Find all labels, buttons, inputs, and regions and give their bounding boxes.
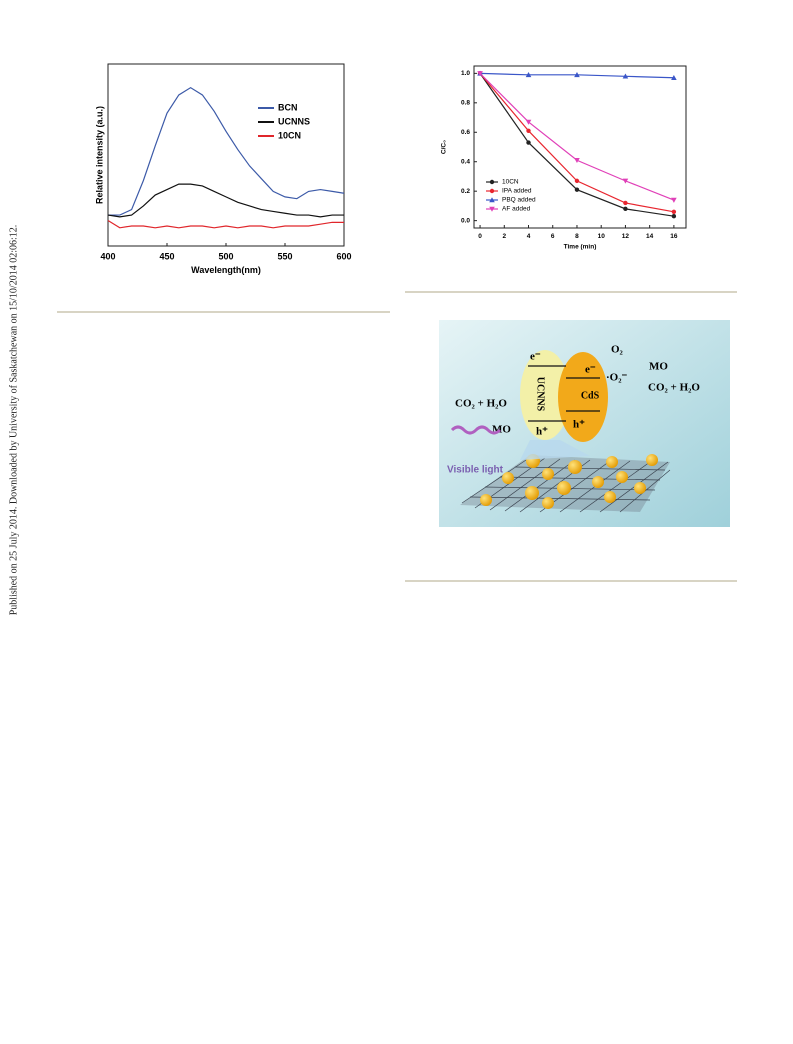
plot-frame	[107, 63, 345, 247]
x-tick-label: 500	[218, 251, 233, 261]
diagram-label: MO	[649, 361, 668, 373]
legend-label: 10CN	[278, 130, 301, 140]
marker	[489, 188, 495, 194]
x-tick-label: 16	[670, 233, 678, 240]
legend-label: AF added	[502, 206, 531, 213]
x-tick-label: 600	[336, 251, 351, 261]
marker	[622, 178, 629, 184]
series-line	[108, 86, 345, 216]
x-tick-label: 6	[551, 233, 555, 240]
light-wave	[450, 425, 502, 435]
plot-frame	[473, 65, 687, 229]
diagram-label: e⁻	[585, 364, 596, 376]
y-tick-label: 0.2	[461, 188, 470, 195]
x-tick-label: 400	[100, 251, 115, 261]
diagram-label: e⁻	[530, 351, 541, 363]
marker	[574, 158, 580, 164]
y-axis-label: Relative intensity (a.u.)	[94, 106, 104, 204]
y-tick-label: 0.8	[461, 100, 470, 107]
legend-label: BCN	[278, 102, 298, 112]
x-axis-label: Time (min)	[564, 243, 597, 250]
marker	[622, 73, 629, 79]
marker	[477, 71, 483, 77]
legend-label: IPA added	[502, 188, 532, 195]
marker	[526, 140, 531, 145]
x-tick-label: 4	[527, 233, 531, 240]
marker	[671, 197, 677, 203]
x-tick-label: 450	[159, 251, 174, 261]
diagram-label: h⁺	[536, 426, 548, 438]
series-line	[107, 183, 344, 218]
marker	[525, 72, 532, 78]
marker	[574, 178, 580, 184]
marker	[671, 74, 677, 81]
diagram-label: CdS	[581, 390, 600, 401]
legend-label: UCNNS	[278, 116, 310, 126]
marker	[489, 206, 495, 212]
diagram-label: UCNNS	[535, 377, 546, 412]
diagram-label: CO₂ + H₂O	[648, 382, 700, 394]
zoom-beam	[520, 440, 590, 460]
y-tick-label: 0.4	[461, 158, 470, 165]
marker	[525, 119, 532, 125]
x-tick-label: 8	[575, 233, 579, 240]
x-axis-label: Wavelength(nm)	[191, 265, 261, 275]
x-tick-label: 0	[478, 233, 482, 240]
legend-label: PBQ added	[502, 197, 536, 204]
y-tick-label: 0.6	[461, 129, 470, 136]
ucnns-body	[520, 350, 570, 440]
diagram-label: CO₂ + H₂O	[455, 398, 507, 410]
sidebar: Published on 25 July 2014. Downloaded by…	[8, 225, 19, 616]
x-tick-label: 10	[598, 233, 606, 240]
diagram: e⁻ e⁻ O₂ ·O₂⁻ MO CO₂ + H₂O UCNNS CdS CO₂…	[439, 320, 730, 527]
marker	[574, 187, 580, 192]
diagram-label: h⁺	[573, 419, 585, 431]
marker	[526, 128, 531, 133]
diagram-label: O₂	[611, 344, 624, 356]
marker	[671, 209, 677, 214]
series-line	[479, 73, 674, 217]
marker	[489, 197, 495, 203]
x-tick-label: 2	[502, 233, 506, 240]
diagram-label: Visible light	[447, 465, 504, 476]
cds-body	[558, 352, 608, 442]
y-tick-label: 1.0	[461, 70, 470, 77]
marker	[574, 72, 580, 78]
y-axis-label: C/C₀	[441, 140, 448, 154]
x-tick-label: 550	[277, 251, 292, 261]
series-line	[107, 220, 344, 229]
x-tick-label: 14	[646, 233, 654, 240]
diagram-label: ·O₂⁻	[606, 372, 628, 384]
y-tick-label: 0.0	[461, 217, 470, 224]
marker	[489, 179, 495, 185]
marker	[623, 206, 628, 212]
legend-label: 10CN	[502, 179, 519, 186]
marker	[623, 200, 628, 206]
band-lines	[528, 365, 600, 422]
marker	[671, 214, 677, 219]
x-tick-label: 12	[622, 233, 630, 240]
